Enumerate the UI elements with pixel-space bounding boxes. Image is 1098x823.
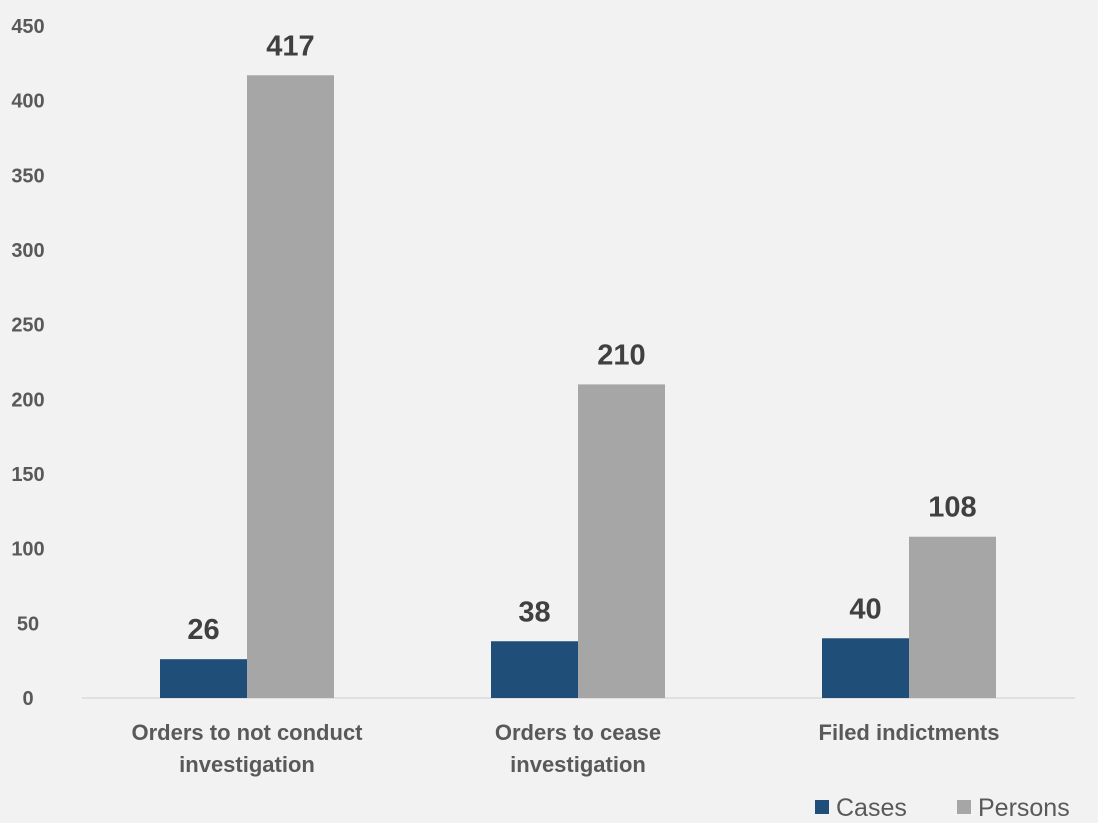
- y-tick-label: 0: [22, 688, 33, 710]
- category-label: Orders to cease investigation: [495, 720, 661, 777]
- y-tick-label: 50: [17, 613, 39, 635]
- category-label-line: Filed indictments: [819, 720, 1000, 745]
- bar-persons: [909, 536, 996, 698]
- y-tick-label: 350: [11, 165, 44, 187]
- category-label-line: investigation: [179, 752, 315, 777]
- legend-label-cases: Cases: [836, 794, 907, 822]
- category-label: Filed indictments: [819, 720, 1000, 745]
- y-tick-label: 400: [11, 91, 44, 113]
- legend-swatch-cases: [815, 800, 829, 814]
- data-label-persons: 417: [266, 30, 314, 62]
- y-tick-label: 450: [11, 16, 44, 38]
- data-label-cases: 26: [187, 614, 219, 646]
- y-tick-label: 300: [11, 240, 44, 262]
- data-labels: 26 38 40 417 210 108: [187, 30, 976, 646]
- legend-swatch-persons: [957, 800, 971, 814]
- legend-label-persons: Persons: [978, 794, 1070, 822]
- category-label-line: investigation: [510, 752, 646, 777]
- bar-series: [160, 75, 996, 698]
- data-label-persons: 108: [928, 492, 976, 524]
- bar-cases: [160, 659, 247, 698]
- bar-cases: [491, 641, 578, 698]
- bar-cases: [822, 638, 909, 698]
- bar-persons: [247, 75, 334, 698]
- y-tick-label: 100: [11, 539, 44, 561]
- data-label-persons: 210: [597, 339, 645, 371]
- data-label-cases: 38: [518, 596, 550, 628]
- category-label-line: Orders to cease: [495, 720, 661, 745]
- category-labels: Orders to not conduct investigationOrders…: [132, 720, 1000, 777]
- category-label: Orders to not conduct investigation: [132, 720, 364, 777]
- y-tick-label: 250: [11, 315, 44, 337]
- bar-persons: [578, 384, 665, 698]
- y-tick-label: 200: [11, 389, 44, 411]
- y-axis-ticks: 0 50 100 150 200 250 300 350 400 450: [11, 16, 44, 710]
- y-tick-label: 150: [11, 464, 44, 486]
- category-label-line: Orders to not conduct: [132, 720, 364, 745]
- legend: Cases Persons: [815, 794, 1070, 822]
- data-label-cases: 40: [849, 593, 881, 625]
